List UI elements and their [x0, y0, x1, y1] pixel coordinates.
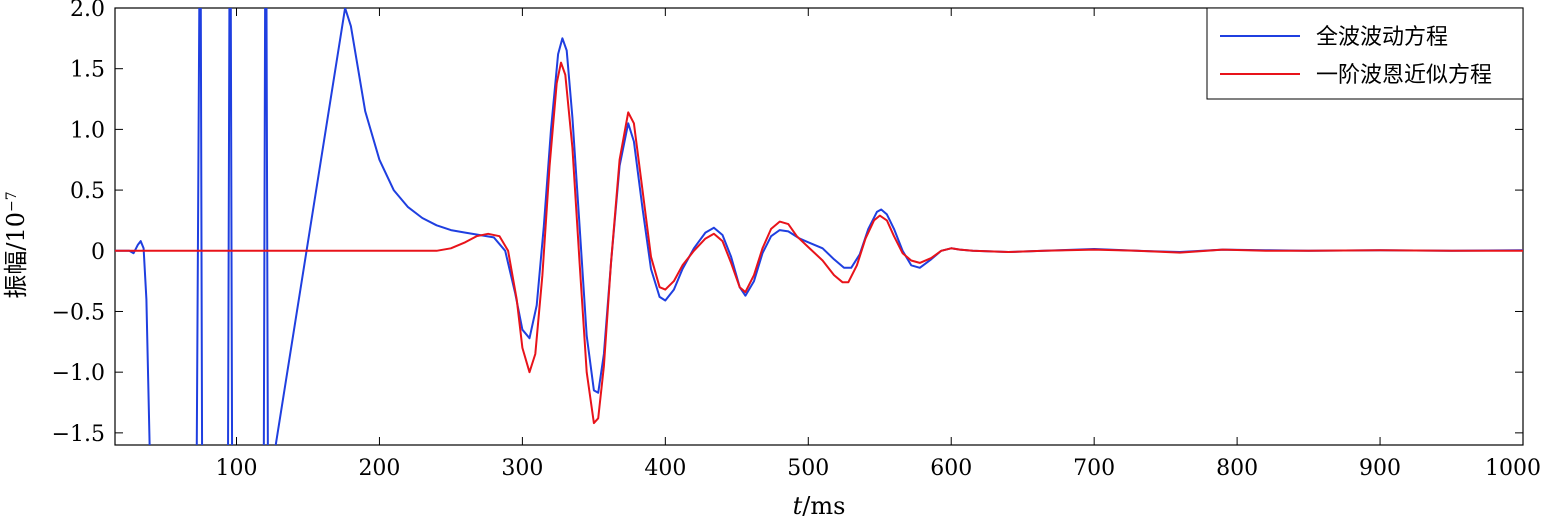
x-tick-label: 200 — [358, 456, 400, 481]
y-tick-label: 0 — [91, 240, 105, 265]
x-axis-label: t/ms — [793, 492, 846, 520]
legend-label-full-wave: 全波波动方程 — [1316, 25, 1448, 50]
series-line-born — [115, 61, 1523, 425]
y-axis-ticks: −1.5 −1.0 −0.5 0 0.5 1.0 1.5 2.0 — [52, 0, 1523, 447]
x-tick-label: 100 — [216, 456, 258, 481]
legend-box — [1206, 7, 1524, 100]
x-tick-label: 900 — [1359, 456, 1401, 481]
series-layer — [115, 8, 1523, 445]
y-tick-label: 2.0 — [70, 0, 105, 22]
x-tick-label: 800 — [1216, 456, 1258, 481]
y-tick-label: 1.0 — [70, 118, 105, 143]
y-tick-label: 1.5 — [70, 58, 105, 83]
y-tick-label: 0.5 — [70, 179, 105, 204]
x-tick-label: 700 — [1073, 456, 1115, 481]
x-tick-label: 1000 — [1485, 456, 1541, 481]
legend-label-born: 一阶波恩近似方程 — [1316, 63, 1492, 88]
y-tick-label: −1.0 — [52, 361, 105, 386]
x-tick-label: 300 — [501, 456, 543, 481]
y-tick-label: −0.5 — [52, 300, 105, 325]
x-tick-label: 400 — [644, 456, 686, 481]
y-axis-label: 振幅/10−7 — [2, 191, 30, 298]
series-line-full-wave — [115, 8, 1523, 445]
x-tick-label: 600 — [930, 456, 972, 481]
x-tick-label: 500 — [787, 456, 829, 481]
plot-frame — [114, 7, 1524, 446]
legend: 全波波动方程 一阶波恩近似方程 — [1206, 7, 1524, 100]
x-axis-ticks: 100 200 300 400 500 600 700 800 900 1000 — [216, 8, 1541, 481]
y-tick-label: −1.5 — [52, 422, 105, 447]
